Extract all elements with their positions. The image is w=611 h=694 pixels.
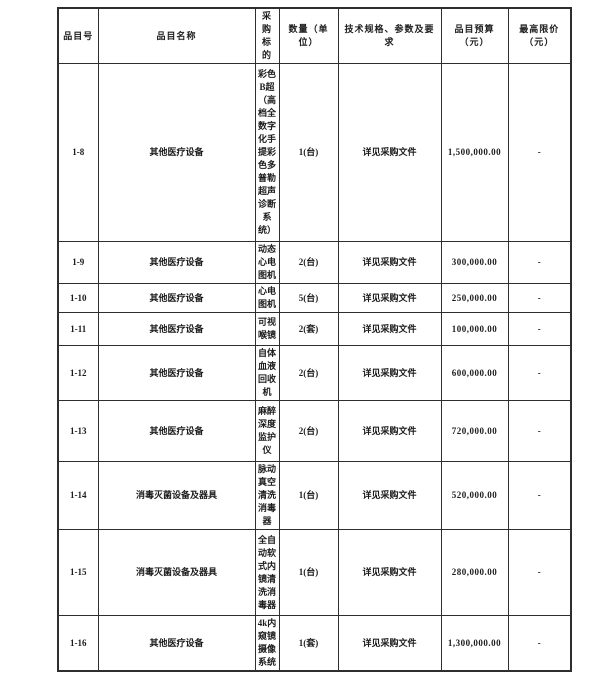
table-row: 1-11 其他医疗设备 可视 喉镜 2(套) 详见采购文件 100,000.00… [57,312,572,346]
cell-budget: 280,000.00 [440,529,509,616]
cell-procurement-subject: 可视 喉镜 [254,312,280,346]
cell-quantity: 1(套) [278,615,339,672]
cell-item-name: 其他医疗设备 [97,283,256,313]
cell-max-price: - [507,345,572,401]
table-row: 1-12 其他医疗设备 自体 血液 回收 机 2(台) 详见采购文件 600,0… [57,345,572,401]
cell-max-price: - [507,461,572,530]
cell-item-name: 其他医疗设备 [97,400,256,462]
cell-quantity: 2(台) [278,400,339,462]
table-row: 1-14 消毒灭菌设备及器具 脉动 真空 清洗 消毒 器 1(台) 详见采购文件… [57,461,572,530]
cell-budget: 600,000.00 [440,345,509,401]
cell-tech-specs: 详见采购文件 [337,529,442,616]
cell-procurement-subject: 彩色 B超 （高 档全 数字 化手 提彩 色多 普勒 超声 诊断 系 统） [254,63,280,242]
cell-procurement-subject: 自体 血液 回收 机 [254,345,280,401]
cell-quantity: 1(台) [278,63,339,242]
col-header-tech-specs: 技术规格、参数及要求 [337,7,442,64]
col-header-procurement-subject: 采 购 标 的 [254,7,280,64]
cell-tech-specs: 详见采购文件 [337,615,442,672]
cell-item-name: 其他医疗设备 [97,312,256,346]
cell-max-price: - [507,529,572,616]
cell-max-price: - [507,241,572,284]
cell-max-price: - [507,283,572,313]
procurement-items-table: 品目号 品目名称 采 购 标 的 数量（单 位） 技术规格、参数及要求 品目预算… [57,7,572,672]
cell-tech-specs: 详见采购文件 [337,461,442,530]
col-header-budget: 品目预算（元） [440,7,509,64]
cell-tech-specs: 详见采购文件 [337,63,442,242]
cell-item-no: 1-10 [57,283,99,313]
cell-item-name: 其他医疗设备 [97,615,256,672]
cell-budget: 1,300,000.00 [440,615,509,672]
cell-tech-specs: 详见采购文件 [337,312,442,346]
col-header-quantity-unit: 数量（单 位） [278,7,339,64]
cell-procurement-subject: 脉动 真空 清洗 消毒 器 [254,461,280,530]
cell-item-no: 1-15 [57,529,99,616]
cell-item-no: 1-11 [57,312,99,346]
cell-tech-specs: 详见采购文件 [337,283,442,313]
table-row: 1-8 其他医疗设备 彩色 B超 （高 档全 数字 化手 提彩 色多 普勒 超声… [57,63,572,242]
cell-quantity: 5(台) [278,283,339,313]
cell-max-price: - [507,63,572,242]
cell-quantity: 2(套) [278,312,339,346]
cell-quantity: 2(台) [278,241,339,284]
table-row: 1-9 其他医疗设备 动态 心电 图机 2(台) 详见采购文件 300,000.… [57,241,572,284]
table-row: 1-10 其他医疗设备 心电 图机 5(台) 详见采购文件 250,000.00… [57,283,572,313]
cell-item-name: 其他医疗设备 [97,345,256,401]
cell-budget: 1,500,000.00 [440,63,509,242]
cell-max-price: - [507,615,572,672]
table-row: 1-16 其他医疗设备 4k内 窥镜 摄像 系统 1(套) 详见采购文件 1,3… [57,615,572,672]
col-header-item-name: 品目名称 [97,7,256,64]
table-row: 1-13 其他医疗设备 麻醉 深度 监护 仪 2(台) 详见采购文件 720,0… [57,400,572,462]
cell-item-name: 其他医疗设备 [97,241,256,284]
cell-procurement-subject: 动态 心电 图机 [254,241,280,284]
cell-budget: 100,000.00 [440,312,509,346]
cell-item-no: 1-9 [57,241,99,284]
cell-item-name: 消毒灭菌设备及器具 [97,461,256,530]
cell-tech-specs: 详见采购文件 [337,345,442,401]
cell-item-name: 消毒灭菌设备及器具 [97,529,256,616]
cell-max-price: - [507,400,572,462]
cell-item-no: 1-14 [57,461,99,530]
col-header-max-price: 最高限价（元） [507,7,572,64]
cell-budget: 720,000.00 [440,400,509,462]
cell-tech-specs: 详见采购文件 [337,400,442,462]
cell-item-name: 其他医疗设备 [97,63,256,242]
table-row: 1-15 消毒灭菌设备及器具 全自 动软 式内 镜清 洗消 毒器 1(台) 详见… [57,529,572,616]
cell-item-no: 1-16 [57,615,99,672]
table-header-row: 品目号 品目名称 采 购 标 的 数量（单 位） 技术规格、参数及要求 品目预算… [57,7,572,64]
col-header-item-no: 品目号 [57,7,99,64]
cell-budget: 250,000.00 [440,283,509,313]
cell-procurement-subject: 全自 动软 式内 镜清 洗消 毒器 [254,529,280,616]
cell-budget: 520,000.00 [440,461,509,530]
cell-item-no: 1-13 [57,400,99,462]
cell-procurement-subject: 4k内 窥镜 摄像 系统 [254,615,280,672]
cell-quantity: 1(台) [278,461,339,530]
cell-procurement-subject: 麻醉 深度 监护 仪 [254,400,280,462]
cell-quantity: 1(台) [278,529,339,616]
cell-quantity: 2(台) [278,345,339,401]
cell-item-no: 1-12 [57,345,99,401]
cell-item-no: 1-8 [57,63,99,242]
cell-max-price: - [507,312,572,346]
cell-budget: 300,000.00 [440,241,509,284]
cell-tech-specs: 详见采购文件 [337,241,442,284]
cell-procurement-subject: 心电 图机 [254,283,280,313]
